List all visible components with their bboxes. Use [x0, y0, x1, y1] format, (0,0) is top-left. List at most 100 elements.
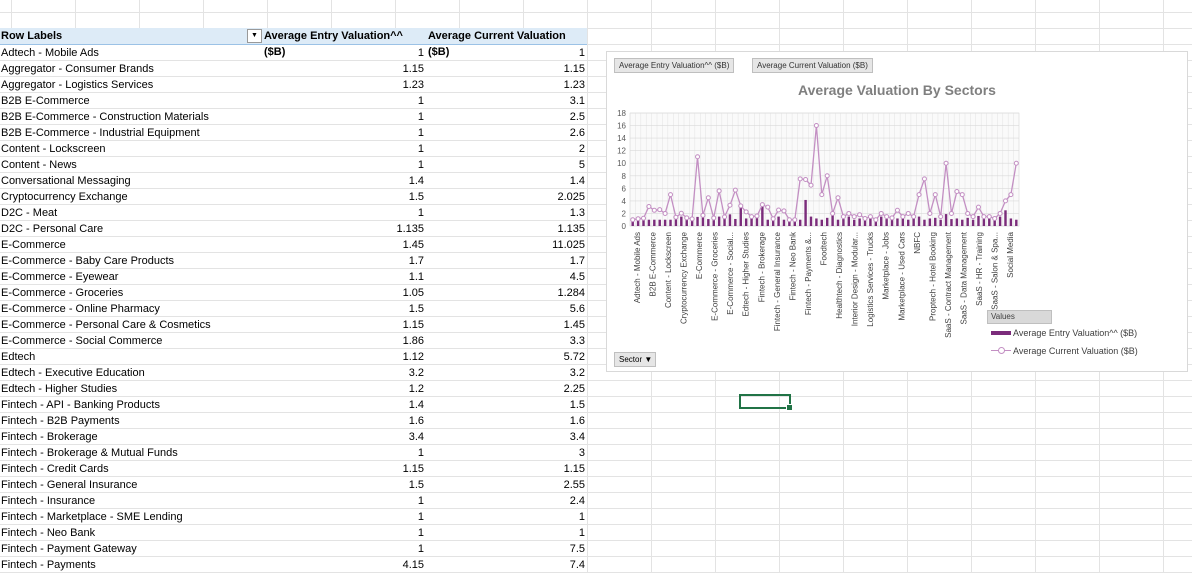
entry-value[interactable]: 1.5: [408, 191, 424, 203]
row-label[interactable]: B2B E-Commerce: [1, 95, 90, 107]
pivot-row[interactable]: Edtech 1.12 5.72: [0, 349, 587, 365]
current-value[interactable]: 7.4: [569, 559, 585, 571]
current-value[interactable]: 1: [578, 47, 585, 59]
row-label[interactable]: E-Commerce: [1, 239, 66, 251]
row-label[interactable]: D2C - Personal Care: [1, 223, 104, 235]
pivot-row[interactable]: E-Commerce - Online Pharmacy 1.5 5.6: [0, 301, 587, 317]
current-value[interactable]: 3.3: [569, 335, 585, 347]
entry-value[interactable]: 1: [417, 527, 424, 539]
entry-value[interactable]: 1.23: [402, 79, 424, 91]
row-label[interactable]: E-Commerce - Personal Care & Cosmetics: [1, 319, 211, 331]
entry-value[interactable]: 1: [417, 127, 424, 139]
entry-value[interactable]: 4.15: [402, 559, 424, 571]
current-valuation-header[interactable]: Average Current Valuation ($B): [428, 30, 566, 58]
current-value[interactable]: 1.284: [557, 287, 585, 299]
entry-value[interactable]: 1.05: [402, 287, 424, 299]
pivot-row[interactable]: Conversational Messaging 1.4 1.4: [0, 173, 587, 189]
entry-value[interactable]: 1.86: [402, 335, 424, 347]
current-value[interactable]: 5.72: [563, 351, 585, 363]
entry-value[interactable]: 1.12: [402, 351, 424, 363]
current-value[interactable]: 1.15: [563, 463, 585, 475]
entry-value[interactable]: 1.135: [396, 223, 424, 235]
chart-field-button-current[interactable]: Average Current Valuation ($B): [752, 58, 873, 73]
pivot-row[interactable]: Adtech - Mobile Ads 1 1: [0, 45, 587, 61]
pivot-row[interactable]: B2B E-Commerce - Industrial Equipment 1 2.…: [0, 125, 587, 141]
chart-legend[interactable]: Values Average Entry Valuation^^ ($B) Av…: [987, 310, 1177, 360]
row-label[interactable]: Fintech - Credit Cards: [1, 463, 109, 475]
current-value[interactable]: 1.23: [563, 79, 585, 91]
pivot-row[interactable]: Fintech - Brokerage & Mutual Funds 1 3: [0, 445, 587, 461]
current-value[interactable]: 4.5: [569, 271, 585, 283]
pivot-row[interactable]: Fintech - Credit Cards 1.15 1.15: [0, 461, 587, 477]
current-value[interactable]: 3.2: [569, 367, 585, 379]
pivot-row[interactable]: B2B E-Commerce 1 3.1: [0, 93, 587, 109]
pivot-row[interactable]: Fintech - Marketplace - SME Lending 1 1: [0, 509, 587, 525]
entry-value[interactable]: 1: [417, 495, 424, 507]
entry-value[interactable]: 1: [417, 447, 424, 459]
row-label[interactable]: Content - Lockscreen: [1, 143, 106, 155]
row-label[interactable]: Edtech: [1, 351, 36, 363]
entry-value[interactable]: 1.4: [408, 175, 424, 187]
row-label[interactable]: E-Commerce - Baby Care Products: [1, 255, 174, 267]
entry-value[interactable]: 1.1: [408, 271, 424, 283]
pivot-row[interactable]: D2C - Meat 1 1.3: [0, 205, 587, 221]
current-value[interactable]: 2.25: [563, 383, 585, 395]
current-value[interactable]: 5.6: [569, 303, 585, 315]
entry-value[interactable]: 1: [417, 511, 424, 523]
entry-value[interactable]: 1.7: [408, 255, 424, 267]
sector-axis-field-button[interactable]: Sector ▼: [614, 352, 657, 367]
current-value[interactable]: 1.4: [569, 175, 585, 187]
pivot-row[interactable]: Fintech - Insurance 1 2.4: [0, 493, 587, 509]
current-value[interactable]: 2: [578, 143, 585, 155]
entry-value[interactable]: 1: [417, 111, 424, 123]
row-label[interactable]: Content - News: [1, 159, 77, 171]
row-labels-filter-button[interactable]: ▼: [247, 29, 262, 43]
entry-value[interactable]: 1.5: [408, 479, 424, 491]
entry-value[interactable]: 1: [417, 143, 424, 155]
pivot-row[interactable]: Fintech - B2B Payments 1.6 1.6: [0, 413, 587, 429]
current-value[interactable]: 1.6: [569, 415, 585, 427]
pivot-row[interactable]: Aggregator - Logistics Services 1.23 1.23: [0, 77, 587, 93]
pivot-row[interactable]: Fintech - Payments 4.15 7.4: [0, 557, 587, 573]
row-label[interactable]: D2C - Meat: [1, 207, 58, 219]
row-label[interactable]: Cryptocurrency Exchange: [1, 191, 128, 203]
current-value[interactable]: 1.15: [563, 63, 585, 75]
current-value[interactable]: 3.1: [569, 95, 585, 107]
row-label[interactable]: E-Commerce - Social Commerce: [1, 335, 163, 347]
entry-value[interactable]: 1.2: [408, 383, 424, 395]
current-value[interactable]: 1.5: [569, 399, 585, 411]
pivot-row[interactable]: Content - News 1 5: [0, 157, 587, 173]
row-label[interactable]: Edtech - Higher Studies: [1, 383, 118, 395]
chart-field-button-entry[interactable]: Average Entry Valuation^^ ($B): [614, 58, 735, 73]
pivot-row[interactable]: Fintech - Payment Gateway 1 7.5: [0, 541, 587, 557]
current-value[interactable]: 2.5: [569, 111, 585, 123]
row-label[interactable]: Aggregator - Consumer Brands: [1, 63, 154, 75]
pivot-row[interactable]: Fintech - API - Banking Products 1.4 1.5: [0, 397, 587, 413]
pivot-row[interactable]: Fintech - General Insurance 1.5 2.55: [0, 477, 587, 493]
entry-valuation-header[interactable]: Average Entry Valuation^^ ($B): [264, 30, 403, 58]
row-label[interactable]: Fintech - Neo Bank: [1, 527, 96, 539]
row-label[interactable]: Fintech - Brokerage: [1, 431, 98, 443]
pivot-chart[interactable]: Average Entry Valuation^^ ($B) Average C…: [606, 51, 1188, 372]
current-value[interactable]: 7.5: [569, 543, 585, 555]
row-label[interactable]: Fintech - Brokerage & Mutual Funds: [1, 447, 178, 459]
row-label[interactable]: Aggregator - Logistics Services: [1, 79, 154, 91]
current-value[interactable]: 2.55: [563, 479, 585, 491]
row-labels-header[interactable]: Row Labels: [1, 30, 63, 42]
current-value[interactable]: 1.135: [557, 223, 585, 235]
entry-value[interactable]: 1: [417, 159, 424, 171]
current-value[interactable]: 1.7: [569, 255, 585, 267]
current-value[interactable]: 1: [578, 511, 585, 523]
row-label[interactable]: Fintech - B2B Payments: [1, 415, 120, 427]
pivot-row[interactable]: D2C - Personal Care 1.135 1.135: [0, 221, 587, 237]
entry-value[interactable]: 3.2: [408, 367, 424, 379]
row-label[interactable]: Fintech - API - Banking Products: [1, 399, 160, 411]
current-value[interactable]: 3: [578, 447, 585, 459]
row-label[interactable]: Fintech - Insurance: [1, 495, 96, 507]
entry-value[interactable]: 1: [417, 543, 424, 555]
row-label[interactable]: E-Commerce - Eyewear: [1, 271, 119, 283]
pivot-row[interactable]: E-Commerce - Groceries 1.05 1.284: [0, 285, 587, 301]
current-value[interactable]: 3.4: [569, 431, 585, 443]
selected-cell[interactable]: [739, 394, 793, 411]
current-value[interactable]: 2.025: [557, 191, 585, 203]
